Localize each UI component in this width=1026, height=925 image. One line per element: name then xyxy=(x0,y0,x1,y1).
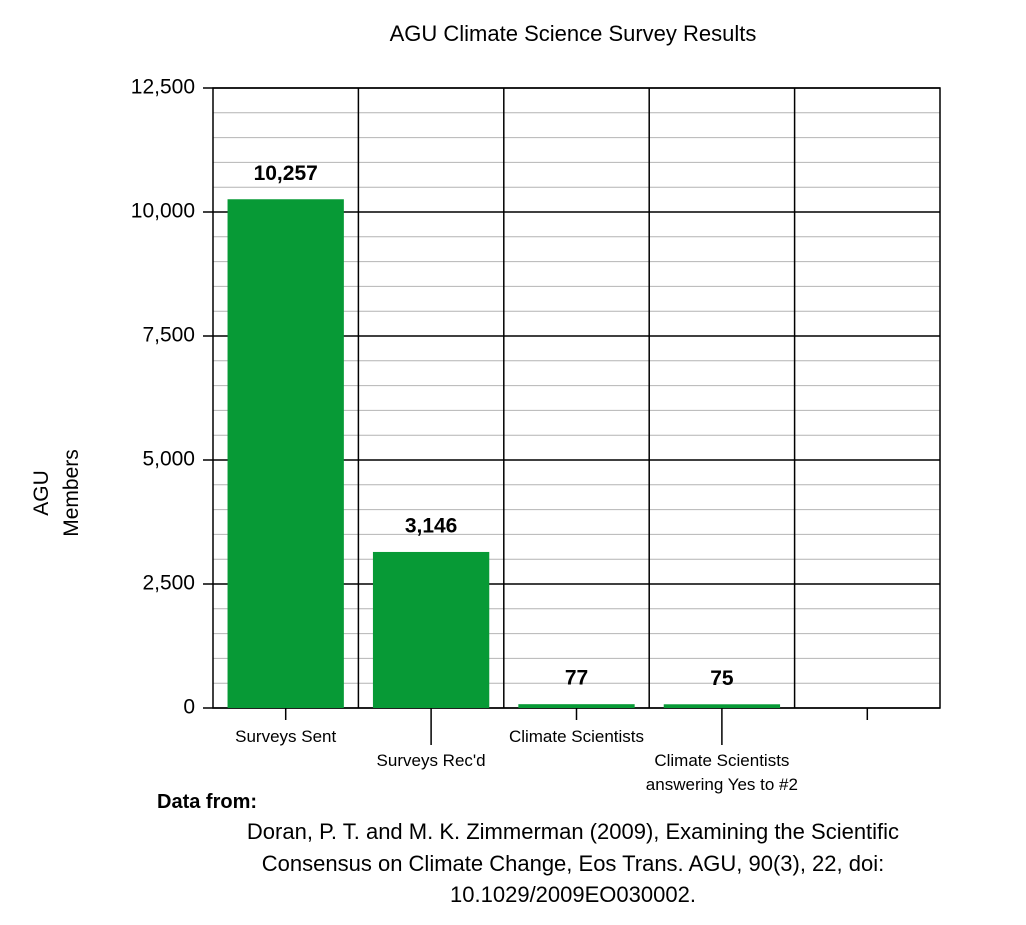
bar xyxy=(663,704,781,708)
value-label: 77 xyxy=(565,667,588,690)
x-tick-label: Climate Scientists answering Yes to #2 xyxy=(645,751,798,794)
source-line: 10.1029/2009EO030002. xyxy=(450,882,696,907)
source-line: Doran, P. T. and M. K. Zimmerman (2009),… xyxy=(246,819,900,844)
bar xyxy=(227,199,344,708)
value-label: 75 xyxy=(710,667,734,690)
y-tick-label: 0 xyxy=(183,696,195,719)
x-tick-label: Surveys Sent xyxy=(235,727,337,746)
y-tick-label: 2,500 xyxy=(142,572,195,595)
bar xyxy=(518,704,635,708)
y-tick-label: 7,500 xyxy=(142,324,195,347)
x-tick-label: Surveys Rec'd xyxy=(376,751,486,770)
chart-title: AGU Climate Science Survey Results xyxy=(390,21,757,46)
bar xyxy=(372,551,490,708)
y-tick-label: 10,000 xyxy=(131,200,195,223)
y-axis-label: AGU Members xyxy=(30,449,83,537)
y-tick-label: 12,500 xyxy=(131,76,195,99)
x-tick-label: Climate Scientists xyxy=(508,727,645,746)
source-line: Consensus on Climate Change, Eos Trans. … xyxy=(261,850,885,876)
source-heading: Data from: xyxy=(157,791,258,813)
value-label: 3,146 xyxy=(405,515,458,538)
y-tick-label: 5,000 xyxy=(142,448,195,471)
value-label: 10,257 xyxy=(254,162,318,185)
